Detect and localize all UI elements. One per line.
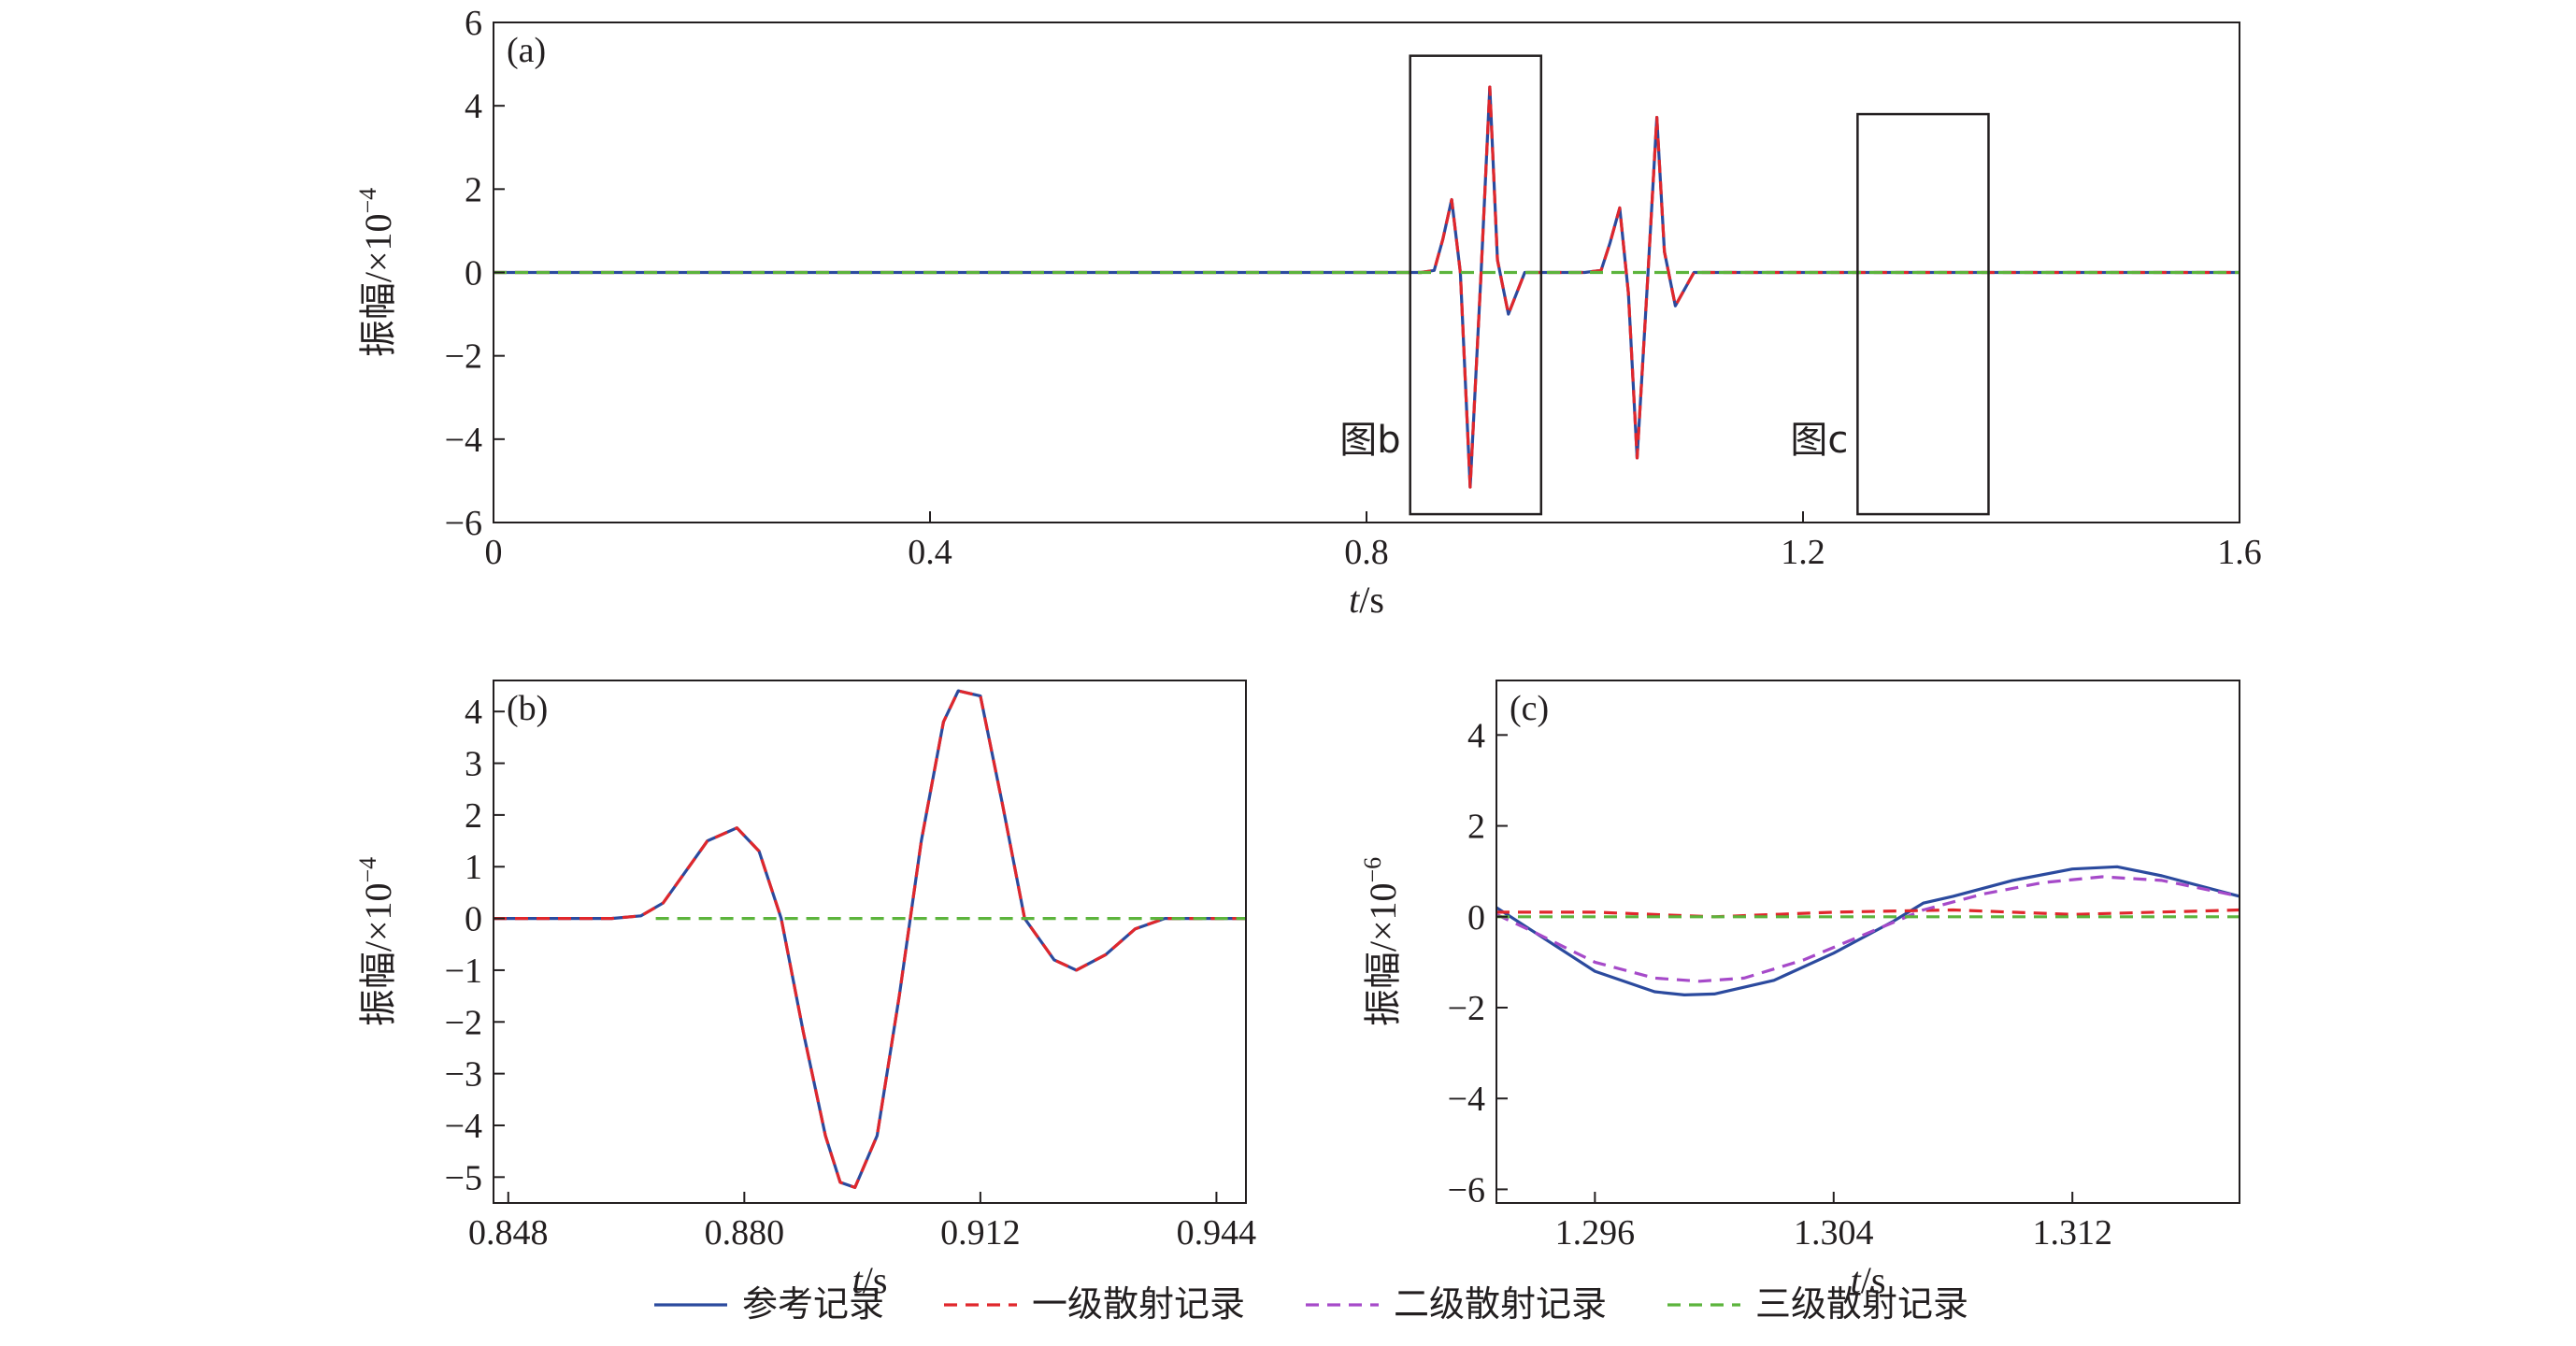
y-tick-label: −2 [445, 337, 482, 377]
x-tick-label: 0.944 [1177, 1213, 1257, 1253]
y-tick-label: 4 [465, 693, 482, 732]
x-axis-label-var: t [852, 1259, 864, 1301]
x-axis-label: t/s [1349, 579, 1384, 621]
y-axis-label: 振幅/×10−4 [354, 857, 399, 1026]
x-axis-label: t/s [852, 1259, 888, 1301]
callout-label-0: 图b [1339, 419, 1400, 462]
y-axis-label-exponent: −6 [1359, 857, 1386, 883]
y-tick-label: 0 [465, 900, 482, 939]
series-line-0 [1496, 865, 2240, 996]
y-tick-label: −4 [445, 1107, 482, 1146]
x-tick-label: 1.6 [2217, 533, 2262, 572]
y-axis-label-main: 振幅/×10 [1362, 883, 1404, 1027]
y-tick-label: 3 [465, 745, 482, 784]
y-tick-label: 1 [465, 848, 482, 887]
x-tick-label: 1.312 [2032, 1213, 2112, 1253]
x-tick-label: 0.912 [940, 1213, 1021, 1253]
legend: 参考记录 一级散射记录 二级散射记录 三级散射记录 [654, 1283, 1968, 1325]
plot-frame [493, 680, 1247, 1204]
x-tick-label: 1.296 [1555, 1213, 1636, 1253]
series-line-1 [1496, 908, 2240, 919]
series-line-2 [1496, 875, 2240, 983]
series-line-0 [494, 689, 1246, 1189]
y-tick-label: −3 [445, 1055, 482, 1095]
callout-box-0 [1409, 54, 1543, 516]
y-axis-label-exponent: −4 [354, 188, 381, 214]
y-tick-label: 6 [465, 4, 482, 43]
panel-tag: (b) [507, 689, 548, 728]
x-axis-label: t/s [1851, 1259, 1886, 1301]
y-axis-label-main: 振幅/×10 [357, 883, 399, 1027]
x-tick-label: 0.880 [705, 1213, 785, 1253]
x-axis-label-var: t [1851, 1259, 1862, 1301]
y-tick-label: 0 [465, 254, 482, 294]
x-tick-label: 0.8 [1344, 533, 1389, 572]
series-group [494, 85, 2240, 489]
x-axis-label-var: t [1349, 579, 1360, 621]
y-tick-label: −4 [445, 421, 482, 460]
x-tick-label: 0.848 [468, 1213, 549, 1253]
legend-label-2: 二级散射记录 [1394, 1283, 1607, 1325]
y-tick-label: −2 [1448, 989, 1485, 1028]
x-tick-label: 1.304 [1794, 1213, 1874, 1253]
x-tick-label: 0.4 [908, 533, 952, 572]
y-tick-label: 4 [1467, 716, 1485, 755]
x-axis-label-unit: /s [863, 1259, 888, 1301]
y-tick-label: −1 [445, 952, 482, 991]
series-group [1496, 865, 2240, 996]
plot-frame [1496, 680, 2240, 1204]
series-line-1 [494, 689, 1246, 1189]
panel-tag: (c) [1510, 689, 1549, 728]
legend-label-3: 三级散射记录 [1755, 1283, 1968, 1325]
y-axis-label: 振幅/×10−6 [1359, 857, 1404, 1026]
y-axis-label-main: 振幅/×10 [357, 214, 399, 358]
y-tick-label: −4 [1448, 1080, 1485, 1119]
series-group [494, 689, 1246, 1189]
callout-label-1: 图c [1790, 419, 1848, 462]
x-axis-label-unit: /s [1359, 579, 1384, 621]
y-tick-label: 0 [1467, 898, 1485, 938]
y-tick-label: 2 [1467, 808, 1485, 847]
y-tick-label: −6 [445, 504, 482, 543]
y-axis-label-exponent: −4 [354, 857, 381, 883]
x-axis-label-unit: /s [1861, 1259, 1886, 1301]
panel-tag: (a) [507, 31, 546, 70]
x-tick-label: 1.2 [1781, 533, 1825, 572]
legend-label-0: 参考记录 [742, 1283, 884, 1325]
legend-label-1: 一级散射记录 [1032, 1283, 1245, 1325]
panel-b-chart: 0.848 0.880 0.912 0.944 −5 −4 −3 −2 −1 0 1 2 3 4 (b) t/… [354, 680, 1256, 1301]
y-tick-label: −2 [445, 1003, 482, 1042]
y-tick-label: −5 [445, 1158, 482, 1197]
y-tick-label: 4 [465, 87, 482, 126]
callout-box-1 [1856, 112, 1990, 516]
x-tick-label: 0 [485, 533, 503, 572]
y-tick-label: 2 [465, 796, 482, 836]
y-tick-label: 2 [465, 170, 482, 209]
y-tick-label: −6 [1448, 1170, 1485, 1210]
y-axis-label: 振幅/×10−4 [354, 188, 399, 357]
